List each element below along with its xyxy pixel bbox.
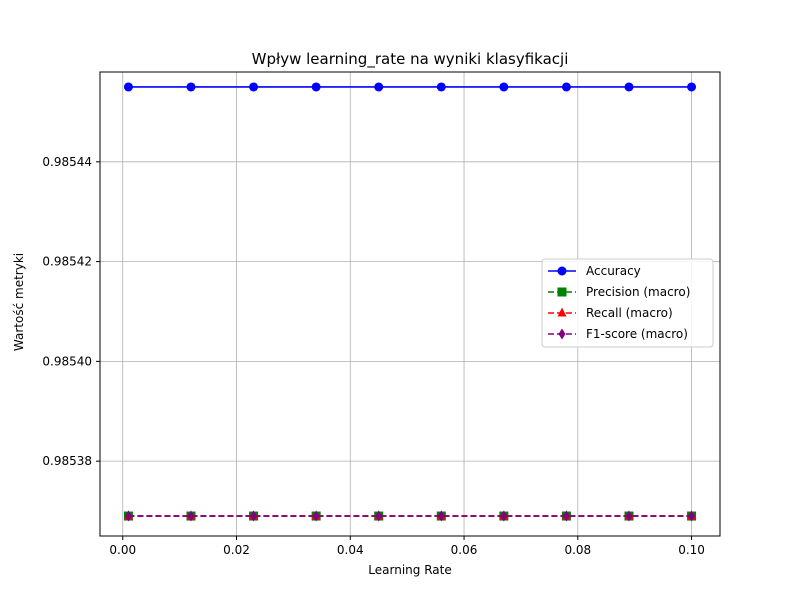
data-point (186, 82, 196, 92)
legend-label: F1-score (macro) (586, 327, 688, 341)
data-point (436, 82, 446, 92)
data-point (375, 510, 383, 522)
data-point (561, 82, 571, 92)
x-tick-label: 0.04 (337, 543, 364, 557)
legend-marker (558, 328, 566, 340)
series-1 (123, 82, 697, 92)
legend-marker (557, 287, 567, 297)
axis-ticks: 0.00 0.02 0.04 0.06 0.08 0.10 0.98538 0.98540 0.… (42, 155, 705, 557)
legend-label: Recall (macro) (586, 306, 673, 320)
y-tick-label: 0.98542 (42, 255, 92, 269)
data-point (688, 510, 696, 522)
data-point (187, 510, 195, 522)
x-tick-label: 0.02 (223, 543, 250, 557)
legend-marker (557, 266, 567, 276)
data-point (687, 82, 697, 92)
legend-label: Accuracy (586, 264, 641, 278)
legend-item: Accuracy (548, 264, 641, 278)
series-layer (123, 82, 697, 522)
data-point (312, 510, 320, 522)
legend-item: F1-score (macro) (548, 327, 688, 341)
legend-marker (557, 307, 567, 317)
y-axis-label: Wartość metryki (12, 253, 26, 351)
x-axis-label: Learning Rate (368, 563, 451, 577)
data-point (250, 510, 258, 522)
data-point (437, 510, 445, 522)
data-point (311, 82, 321, 92)
data-point (124, 510, 132, 522)
plot-frame (99, 71, 721, 537)
data-point (374, 82, 384, 92)
data-point (499, 82, 509, 92)
data-point (625, 510, 633, 522)
data-point (562, 510, 570, 522)
legend-label: Precision (macro) (586, 285, 690, 299)
x-tick-label: 0.06 (451, 543, 478, 557)
x-tick-label: 0.00 (109, 543, 136, 557)
legend-item: Precision (macro) (548, 285, 690, 299)
series-4 (124, 510, 696, 522)
legend: Accuracy Precision (macro) Recall (macro) F… (541, 258, 714, 348)
data-point (624, 82, 634, 92)
legend-box (541, 258, 714, 348)
data-point (249, 82, 259, 92)
data-point (500, 510, 508, 522)
x-tick-label: 0.10 (678, 543, 705, 557)
legend-item: Recall (macro) (548, 306, 673, 320)
x-tick-label: 0.08 (564, 543, 591, 557)
y-tick-label: 0.98538 (42, 454, 92, 468)
data-point (123, 82, 133, 92)
chart-title: Wpływ learning_rate na wyniki klasyfikac… (252, 50, 569, 69)
y-tick-label: 0.98544 (42, 155, 92, 169)
y-tick-label: 0.98540 (42, 354, 92, 368)
